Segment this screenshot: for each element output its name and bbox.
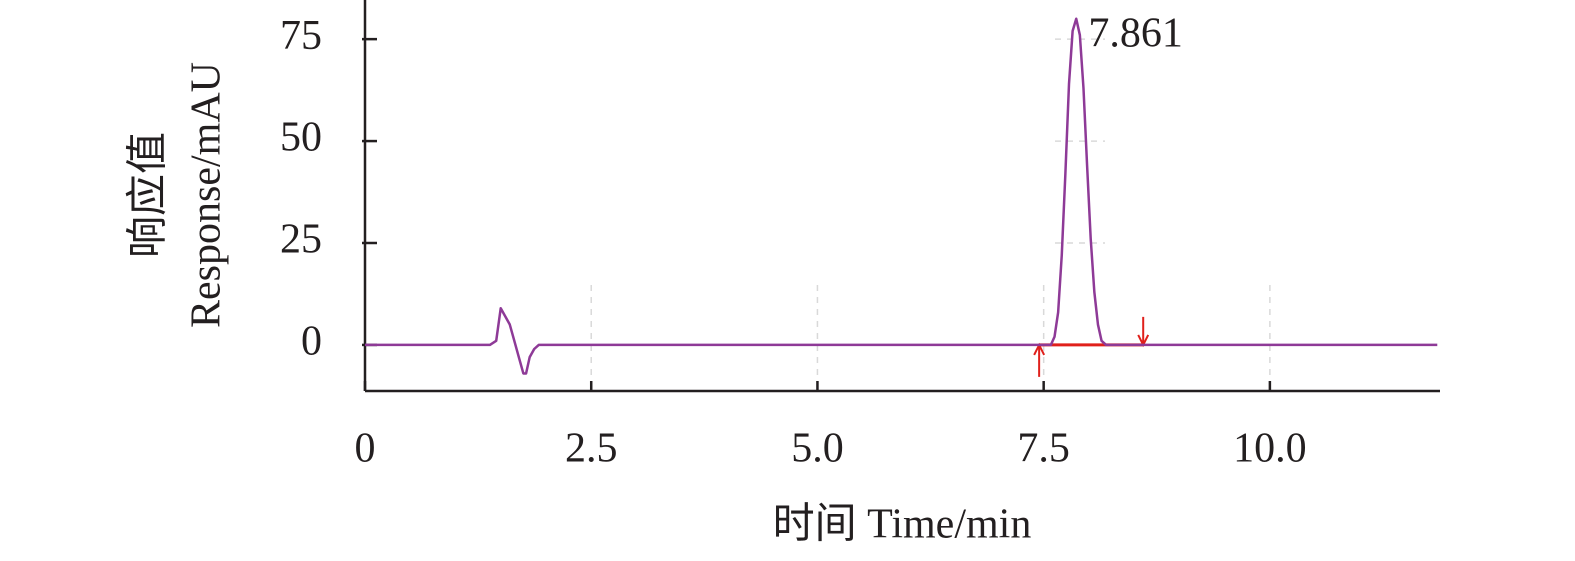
x-tick-label: 5.0: [791, 426, 844, 472]
integration-end-marker: [1137, 316, 1150, 348]
y-tick-label: 25: [280, 217, 322, 263]
y-tick-label: 75: [280, 13, 322, 59]
x-tick-label: 2.5: [565, 426, 618, 472]
y-tick-label: 50: [280, 115, 322, 161]
x-axis-label: 时间 Time/min: [773, 502, 1032, 548]
x-tick-label: 7.5: [1017, 426, 1070, 472]
integration-start-marker: [1033, 342, 1046, 377]
series-line: [365, 17, 1438, 375]
y-axis-label-cn: 响应值: [125, 132, 172, 258]
x-tick-label: 10.0: [1233, 426, 1307, 472]
y-tick-label: 0: [301, 319, 322, 365]
x-tick-label: 0: [355, 426, 376, 472]
y-axis-label: Response/mAU: [184, 62, 230, 328]
peak-label: 7.861: [1088, 10, 1183, 56]
